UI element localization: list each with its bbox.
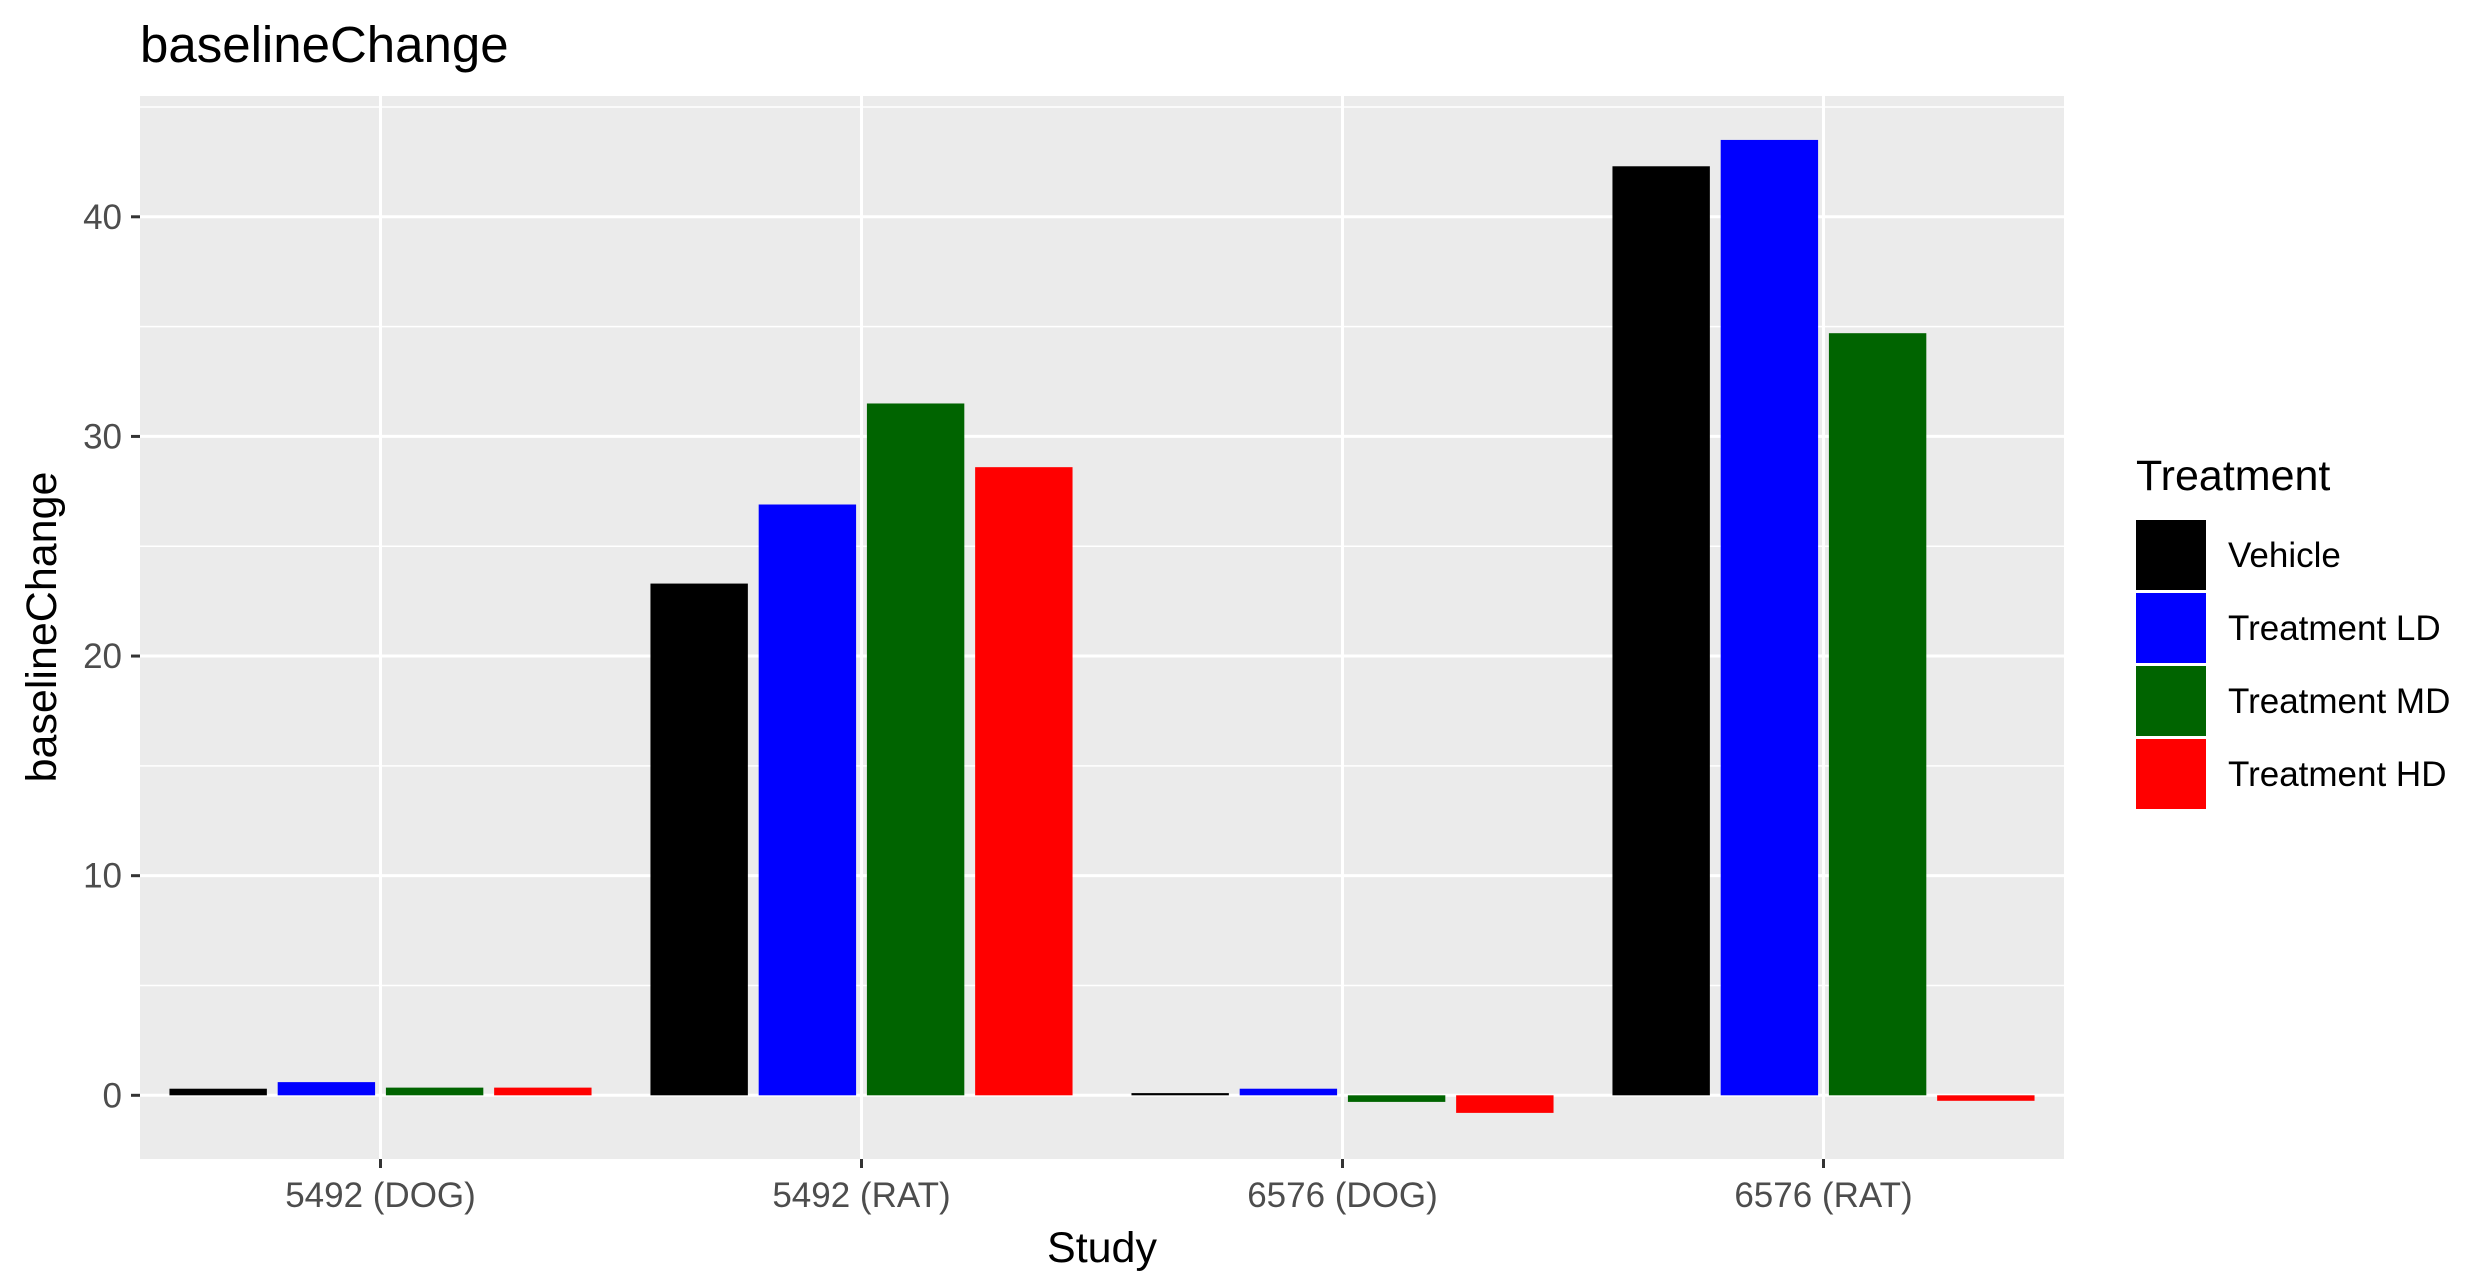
- y-tick-label: 30: [83, 417, 122, 456]
- bar: [277, 1082, 376, 1096]
- bar: [385, 1087, 484, 1096]
- bar: [1612, 166, 1710, 1096]
- bar: [169, 1088, 267, 1096]
- bars: [169, 139, 2035, 1113]
- legend-key: [2136, 739, 2206, 809]
- y-tick-label: 40: [83, 198, 122, 237]
- legend-key: [2136, 593, 2206, 663]
- legend-label: Treatment HD: [2228, 755, 2446, 794]
- chart-title: baselineChange: [140, 16, 509, 73]
- y-tick-label: 20: [83, 637, 122, 676]
- legend-label: Treatment LD: [2228, 609, 2441, 648]
- x-tick-label: 6576 (DOG): [1247, 1176, 1438, 1215]
- legend-label: Treatment MD: [2228, 682, 2450, 721]
- legend: Treatment Vehicle Treatment LD Treatment M…: [2136, 452, 2450, 809]
- bar: [1828, 333, 1927, 1096]
- bar: [758, 504, 857, 1096]
- x-tick-label: 5492 (RAT): [772, 1176, 950, 1215]
- bar: [866, 403, 965, 1096]
- y-axis: 0 10 20 30 40: [83, 198, 140, 1115]
- bar: [494, 1087, 592, 1096]
- bar: [1239, 1088, 1338, 1096]
- x-axis-title: Study: [1047, 1224, 1157, 1272]
- bar: [1456, 1095, 1554, 1113]
- bar: [1347, 1095, 1446, 1102]
- bar: [1131, 1093, 1229, 1096]
- bar: [975, 467, 1073, 1096]
- bar: [650, 583, 748, 1096]
- y-tick-label: 0: [103, 1076, 122, 1115]
- x-axis: 5492 (DOG) 5492 (RAT) 6576 (DOG) 6576 (RAT): [285, 1159, 1913, 1215]
- legend-key: [2136, 666, 2206, 736]
- legend-items: Vehicle Treatment LD Treatment MD Treatment…: [2136, 520, 2450, 809]
- legend-label: Vehicle: [2228, 536, 2341, 575]
- x-tick-label: 6576 (RAT): [1734, 1176, 1912, 1215]
- y-axis-title: baselineChange: [18, 472, 66, 783]
- legend-title: Treatment: [2136, 452, 2330, 500]
- y-tick-label: 10: [83, 857, 122, 896]
- bar: [1937, 1095, 2035, 1101]
- x-tick-label: 5492 (DOG): [285, 1176, 476, 1215]
- legend-key: [2136, 520, 2206, 590]
- bar: [1720, 139, 1819, 1096]
